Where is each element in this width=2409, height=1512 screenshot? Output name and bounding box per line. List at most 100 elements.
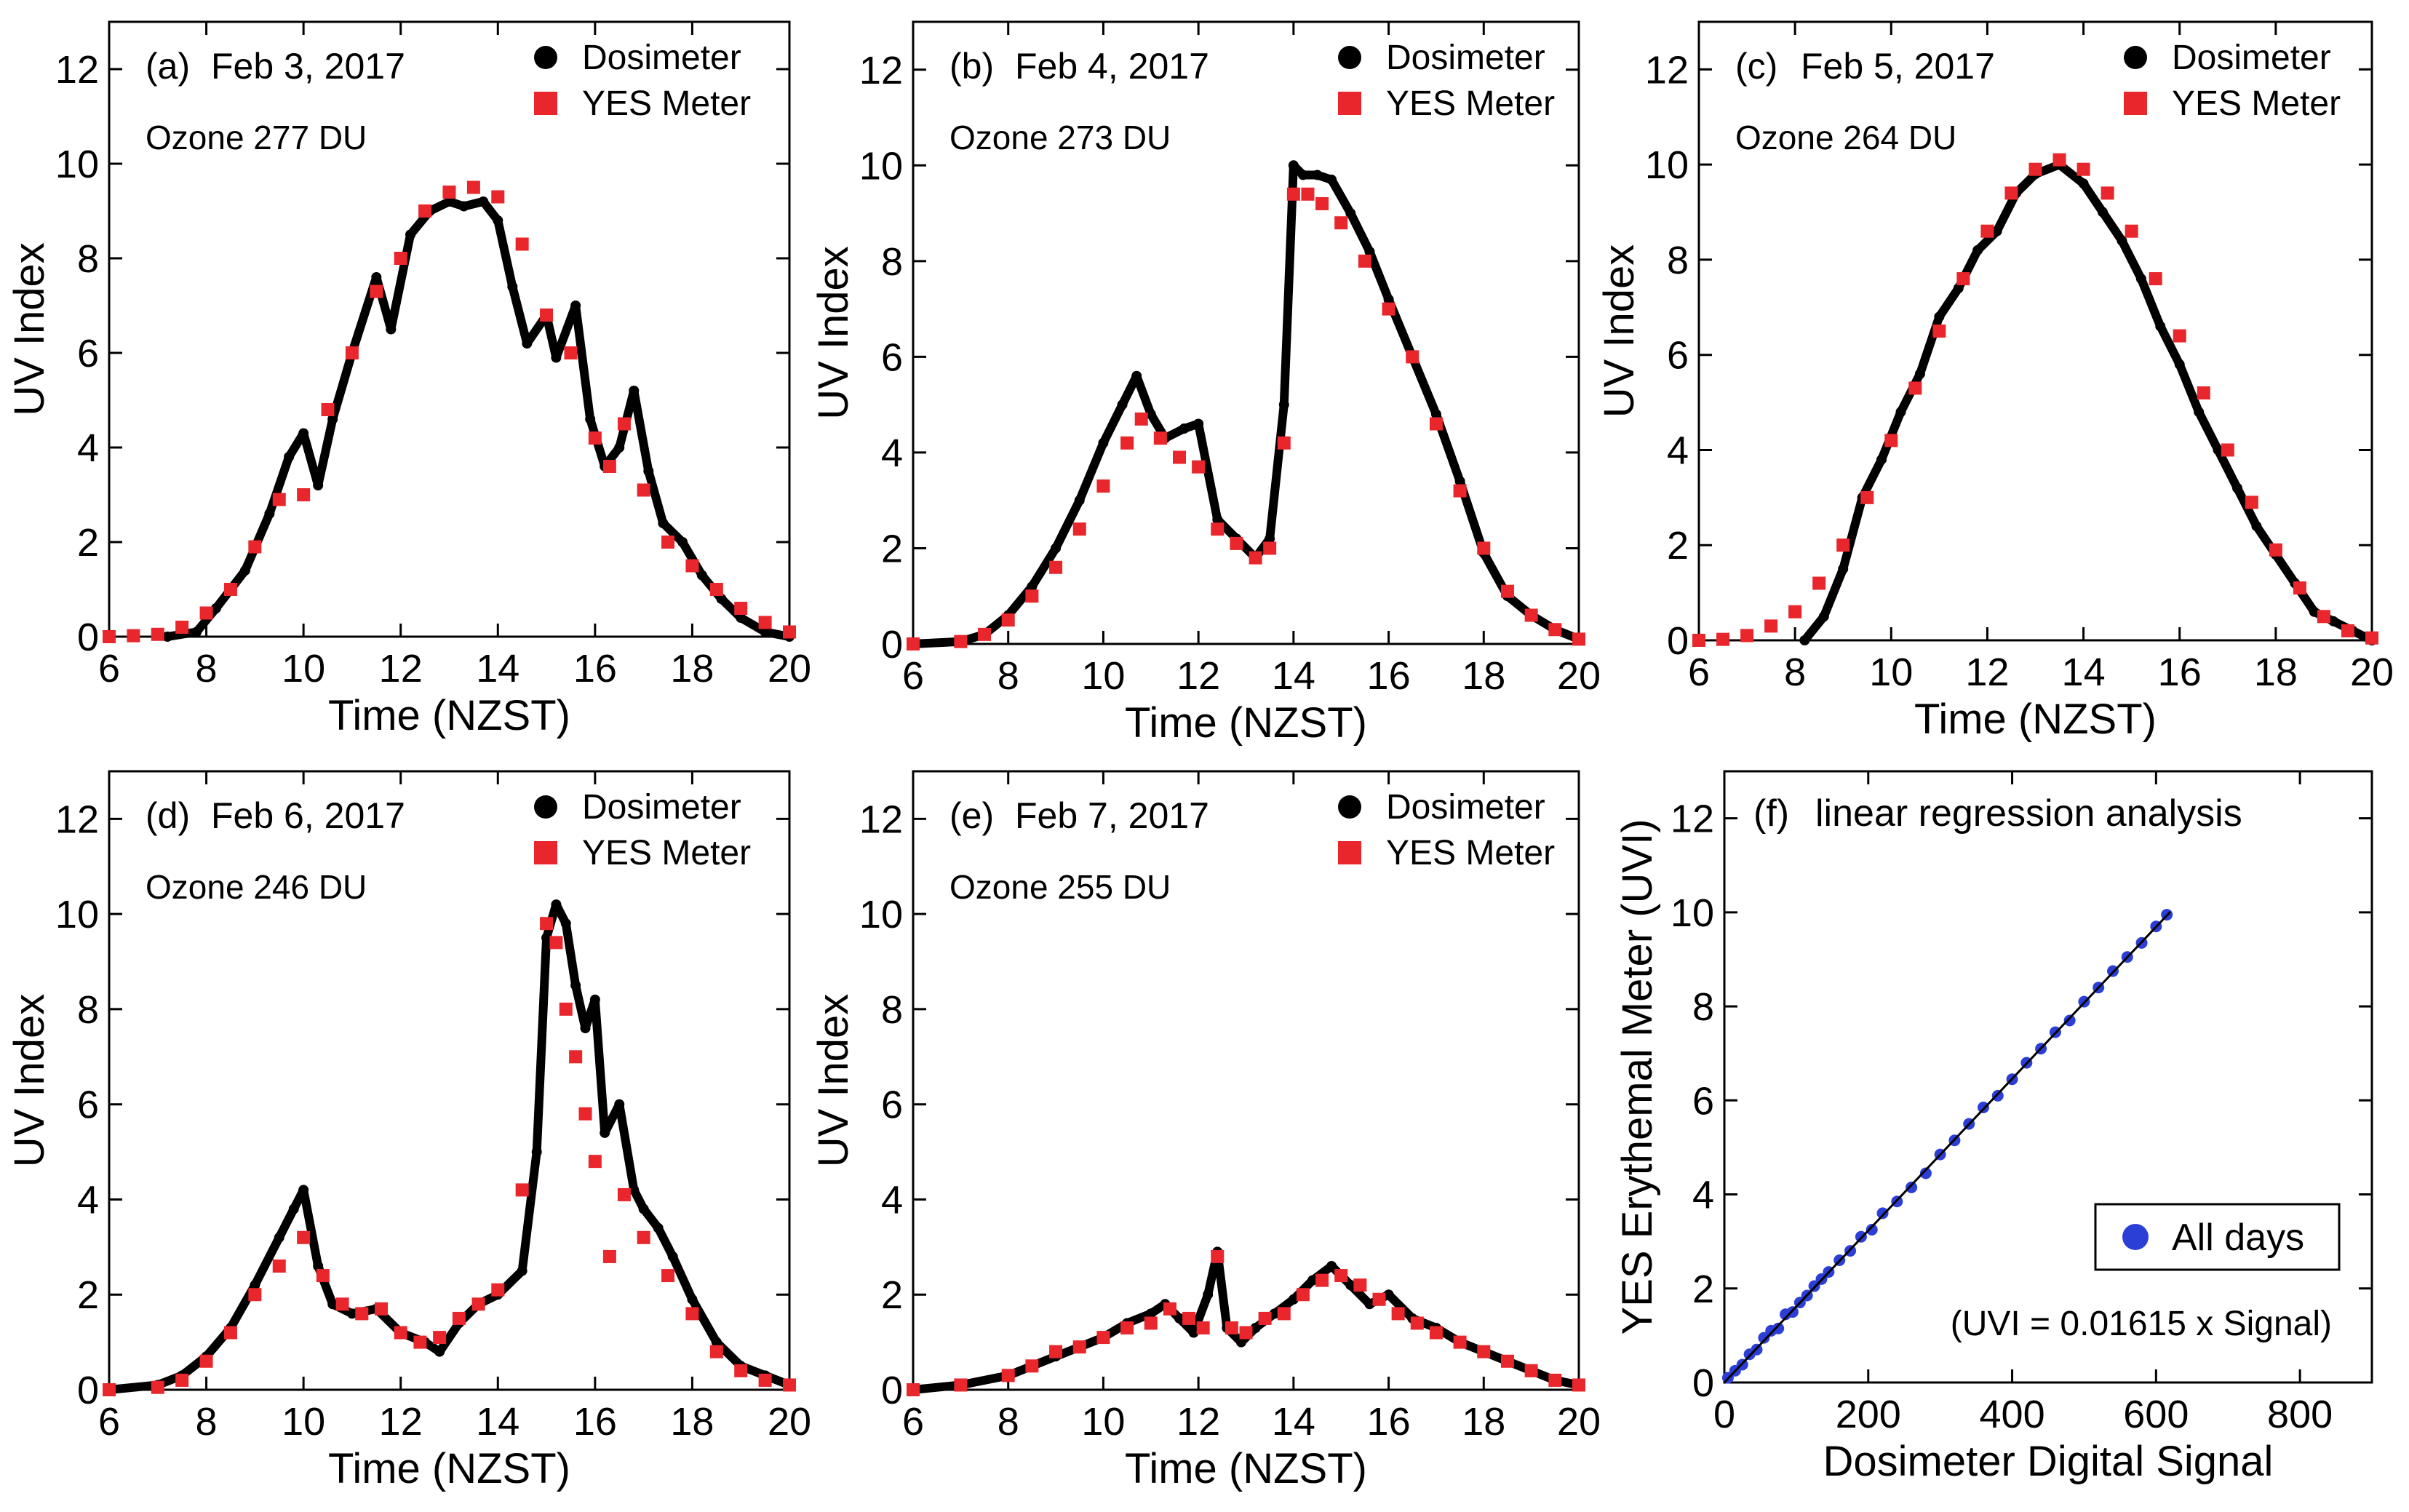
yes-meter-point <box>559 1002 573 1016</box>
yes-meter-point <box>452 1311 466 1325</box>
dosimeter-point <box>585 414 596 424</box>
dosimeter-point <box>580 1023 591 1034</box>
yes-meter-point <box>1120 1321 1134 1334</box>
yes-meter-point <box>1524 608 1538 622</box>
y-axis-label: UV Index <box>810 994 857 1168</box>
yes-meter-point <box>1211 522 1225 536</box>
dosimeter-point <box>1838 563 1849 574</box>
dosimeter-point <box>1383 294 1394 305</box>
yes-meter-point <box>127 629 140 642</box>
yes-meter-point <box>491 1283 505 1297</box>
yes-meter-point <box>1192 460 1206 474</box>
panel-date: Feb 4, 2017 <box>1015 46 1209 87</box>
yes-meter-point <box>1692 634 1705 647</box>
plot-frame <box>108 770 791 1391</box>
yes-meter-point <box>515 237 529 251</box>
yes-meter-point <box>1477 1345 1491 1358</box>
dosimeter-point <box>1326 1261 1337 1271</box>
y-tick-label: 12 <box>55 797 99 841</box>
x-axis-label: Time (NZST) <box>1125 699 1367 747</box>
dosimeter-point <box>560 918 571 929</box>
legend-yes-meter-marker <box>1338 841 1361 864</box>
dosimeter-point <box>600 1127 610 1138</box>
all-days-point <box>1866 1224 1878 1236</box>
dosimeter-point <box>493 215 503 226</box>
dosimeter-point <box>2117 235 2127 246</box>
dosimeter-point <box>2194 407 2205 418</box>
yes-meter-point <box>709 1345 723 1358</box>
x-tick-label: 6 <box>902 1400 924 1444</box>
panel-title: linear regression analysis <box>1815 792 2242 835</box>
dosimeter-point <box>1454 476 1465 487</box>
yes-meter-point <box>1286 187 1300 201</box>
yes-meter-point <box>471 1297 485 1311</box>
yes-meter-point <box>1956 272 1970 286</box>
legend-dosimeter-label: Dosimeter <box>582 39 741 77</box>
yes-meter-point <box>661 1269 675 1283</box>
x-tick-label: 8 <box>998 654 1019 698</box>
legend-yes-meter-marker <box>534 841 557 864</box>
yes-meter-point <box>2317 610 2330 624</box>
x-axis-label: Time (NZST) <box>328 692 570 739</box>
yes-meter-point <box>442 186 456 199</box>
x-axis-label: Time (NZST) <box>1914 696 2157 743</box>
yes-meter-point <box>1391 1307 1405 1321</box>
legend-dosimeter-marker <box>2124 46 2147 69</box>
yes-meter-point <box>1980 224 1994 238</box>
yes-meter-point <box>394 1326 407 1340</box>
yes-meter-point <box>734 1364 748 1377</box>
panel-date: Feb 6, 2017 <box>211 795 405 836</box>
plot-frame <box>912 20 1580 645</box>
dosimeter-point <box>711 1337 722 1348</box>
yes-meter-point <box>1716 632 1730 646</box>
plot-frame <box>108 20 791 638</box>
y-tick-label: 10 <box>1645 143 1689 187</box>
y-tick-label: 8 <box>77 988 99 1032</box>
legend-yes-meter-label: YES Meter <box>1386 84 1555 123</box>
y-tick-label: 4 <box>881 431 903 475</box>
yes-meter-point <box>978 627 992 641</box>
x-tick-label: 10 <box>1869 650 1913 694</box>
dosimeter-point <box>1430 409 1441 420</box>
yes-meter-point <box>1884 434 1898 447</box>
y-tick-label: 6 <box>1692 1079 1714 1123</box>
x-tick-label: 18 <box>670 1400 714 1444</box>
dosimeter-point <box>629 1185 640 1195</box>
yes-meter-point <box>1258 1311 1272 1325</box>
dosimeter-point <box>2174 359 2185 370</box>
yes-meter-point <box>515 1183 529 1197</box>
dosimeter-point <box>760 626 771 637</box>
dosimeter-point <box>210 603 221 613</box>
y-tick-label: 0 <box>881 623 903 667</box>
dosimeter-point <box>2251 521 2262 532</box>
dosimeter-point <box>458 201 469 212</box>
yes-meter-point <box>1334 216 1348 230</box>
yes-meter-point <box>1406 350 1419 364</box>
legend-all-days-label: All days <box>2172 1217 2304 1259</box>
y-tick-label: 2 <box>77 1273 99 1317</box>
dosimeter-point <box>1174 1313 1184 1324</box>
y-tick-label: 4 <box>1667 429 1689 472</box>
dosimeter-point <box>1345 208 1356 219</box>
dosimeter-point <box>2078 178 2089 189</box>
x-tick-label: 16 <box>1367 1400 1411 1444</box>
yes-meter-point <box>1860 490 1874 504</box>
yes-meter-point <box>151 1380 164 1394</box>
dosimeter-point <box>1288 160 1299 171</box>
y-tick-label: 6 <box>881 335 903 379</box>
all-days-point <box>1758 1332 1770 1344</box>
yes-meter-point <box>1315 196 1329 210</box>
ozone-label: Ozone 277 DU <box>146 119 367 156</box>
yes-meter-point <box>1211 1249 1225 1263</box>
panel-label: (c) <box>1735 46 1777 87</box>
x-tick-label: 20 <box>2350 650 2394 694</box>
yes-meter-point <box>2101 186 2114 200</box>
dosimeter-point <box>687 1294 698 1305</box>
dosimeter-point <box>1074 495 1085 506</box>
yes-meter-point <box>1572 1378 1585 1392</box>
dosimeter-point <box>1953 283 1964 294</box>
yes-meter-point <box>783 625 796 639</box>
ozone-label: Ozone 264 DU <box>1735 119 1956 156</box>
all-days-point <box>2063 1014 2076 1027</box>
